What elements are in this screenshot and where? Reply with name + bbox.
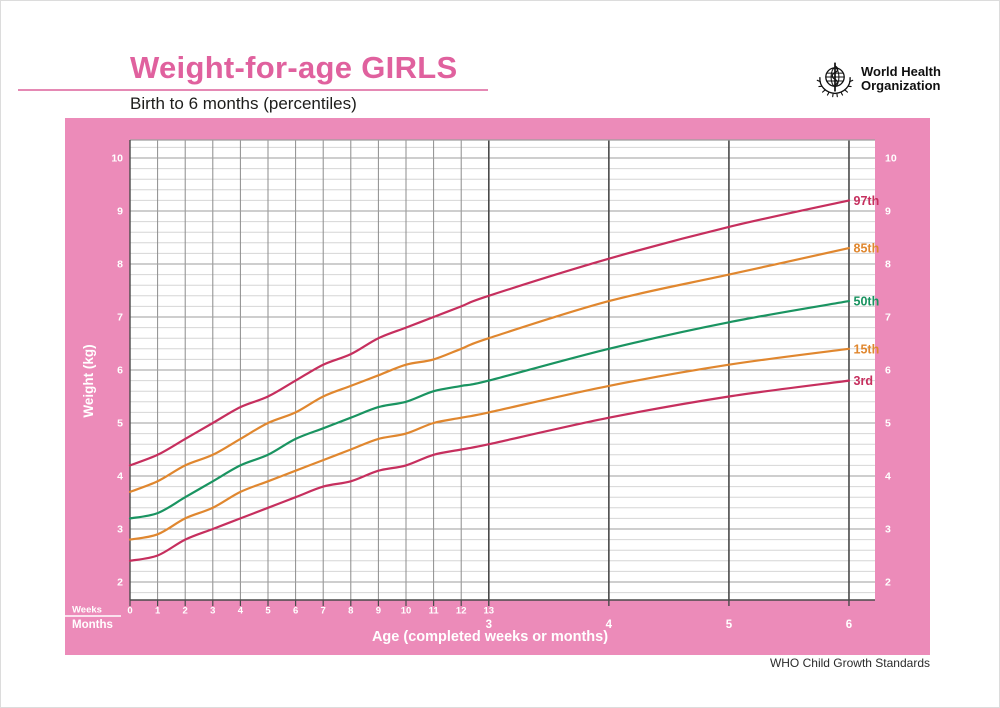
logo-text-line1: World Health bbox=[861, 64, 941, 79]
percentile-label-97th: 97th bbox=[854, 194, 880, 208]
week-tick-label-1: 1 bbox=[155, 606, 161, 617]
month-tick-label-5: 5 bbox=[726, 619, 733, 631]
plot-border bbox=[129, 139, 875, 601]
week-tick-label-5: 5 bbox=[265, 606, 271, 617]
percentile-curve-97th bbox=[128, 199, 851, 467]
y-tick-left-4: 4 bbox=[117, 471, 123, 483]
percentile-label-15th: 15th bbox=[854, 342, 880, 356]
week-tick-label-7: 7 bbox=[321, 606, 326, 617]
month-tick-label-3: 3 bbox=[486, 619, 492, 631]
who-emblem-icon bbox=[816, 62, 854, 98]
percentile-curve-50th bbox=[128, 300, 851, 520]
y-tick-left-3: 3 bbox=[117, 524, 123, 536]
y-tick-left-9: 9 bbox=[117, 206, 123, 218]
y-tick-left-7: 7 bbox=[117, 312, 123, 324]
week-tick-label-11: 11 bbox=[429, 606, 440, 617]
week-tick-label-6: 6 bbox=[293, 606, 298, 617]
week-tick-label-0: 0 bbox=[127, 606, 132, 617]
title-underline bbox=[18, 89, 488, 91]
percentile-label-85th: 85th bbox=[854, 242, 880, 256]
x-axis-title: Age (completed weeks or months) bbox=[372, 629, 608, 645]
y-tick-right-3: 3 bbox=[885, 524, 891, 536]
week-tick-label-3: 3 bbox=[210, 606, 215, 617]
week-tick-label-2: 2 bbox=[183, 606, 188, 617]
y-tick-right-10: 10 bbox=[885, 153, 897, 165]
week-tick-label-4: 4 bbox=[238, 606, 244, 617]
months-row-label: Months bbox=[72, 619, 113, 631]
page-title: Weight-for-age GIRLS bbox=[130, 50, 458, 85]
y-tick-right-7: 7 bbox=[885, 312, 891, 324]
percentile-curve-3rd bbox=[128, 379, 851, 562]
week-tick-label-12: 12 bbox=[456, 606, 467, 617]
percentile-curves bbox=[128, 199, 851, 562]
y-tick-right-2: 2 bbox=[885, 577, 891, 589]
percentile-curve-85th bbox=[128, 247, 851, 493]
week-tick-label-10: 10 bbox=[401, 606, 412, 617]
page-subtitle: Birth to 6 months (percentiles) bbox=[130, 94, 357, 113]
week-tick-label-8: 8 bbox=[348, 606, 353, 617]
y-tick-right-4: 4 bbox=[885, 471, 891, 483]
percentile-curve-15th bbox=[128, 347, 851, 541]
percentile-label-3rd: 3rd bbox=[854, 374, 873, 388]
who-logo: World Health Organization bbox=[814, 58, 941, 100]
logo-text-line2: Organization bbox=[861, 78, 941, 93]
y-tick-left-5: 5 bbox=[117, 418, 123, 430]
y-tick-right-6: 6 bbox=[885, 365, 891, 377]
y-axis-title: Weight (kg) bbox=[81, 344, 96, 417]
y-tick-right-5: 5 bbox=[885, 418, 891, 430]
footer-credit: WHO Child Growth Standards bbox=[769, 656, 930, 670]
y-tick-right-9: 9 bbox=[885, 206, 891, 218]
percentile-label-50th: 50th bbox=[854, 295, 880, 309]
week-tick-label-13: 13 bbox=[484, 606, 495, 617]
week-tick-label-9: 9 bbox=[376, 606, 381, 617]
y-tick-right-8: 8 bbox=[885, 259, 891, 271]
month-tick-label-6: 6 bbox=[846, 619, 852, 631]
y-tick-left-8: 8 bbox=[117, 259, 123, 271]
month-tick-label-4: 4 bbox=[606, 619, 613, 631]
weeks-row-label: Weeks bbox=[72, 605, 102, 616]
y-tick-left-2: 2 bbox=[117, 577, 123, 589]
y-tick-left-10: 10 bbox=[111, 153, 123, 165]
y-tick-left-6: 6 bbox=[117, 365, 123, 377]
tick-labels: 97th 85th 50th 15th 3rd 2 2 3 3 4 4 5 5 6 6 7 7 8 8 9 9 10 10 0… bbox=[111, 153, 897, 632]
